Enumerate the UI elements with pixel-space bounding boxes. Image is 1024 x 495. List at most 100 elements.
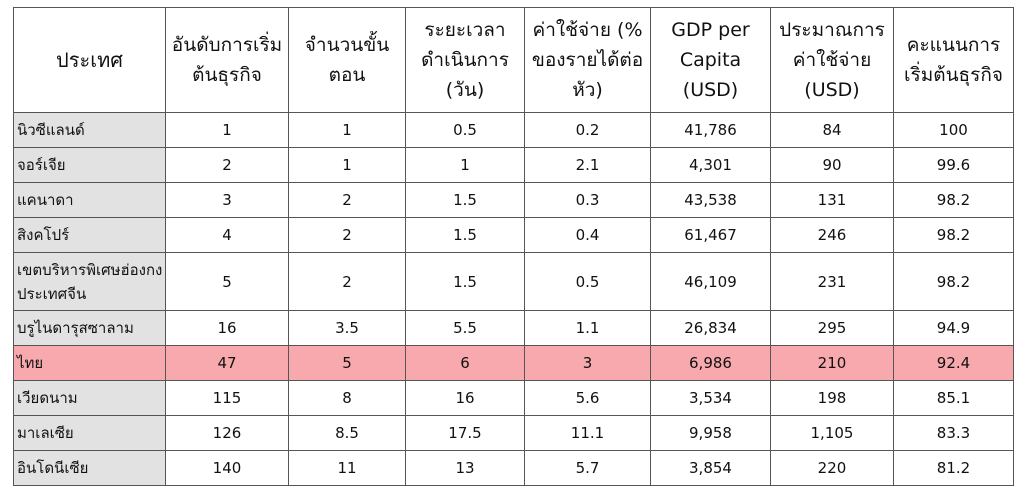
value-cell: 2 [288,182,406,218]
value-cell: 11.1 [524,415,651,451]
header-cell: ค่าใช้จ่าย (% ของรายได้ต่อหัว) [524,7,651,113]
table-row: เวียดนาม 115 8 16 5.6 3,534 198 85.1 [13,380,1014,416]
value-cell: 115 [165,380,289,416]
value-cell: 61,467 [650,217,771,253]
value-cell: 98.2 [893,252,1014,311]
value-cell: 5.5 [405,310,525,346]
value-cell: 98.2 [893,182,1014,218]
table-row: บรูไนดารุสซาลาม 16 3.5 5.5 1.1 26,834 295 94.9 [13,310,1014,346]
value-cell: 46,109 [650,252,771,311]
header-cell: GDP per Capita (USD) [650,7,771,113]
header-cell: คะแนนการเริ่มต้นธุรกิจ [893,7,1014,113]
value-cell: 3.5 [288,310,406,346]
table-row: สิงคโปร์ 4 2 1.5 0.4 61,467 246 98.2 [13,217,1014,253]
value-cell: 4,301 [650,147,771,183]
value-cell: 2.1 [524,147,651,183]
value-cell: 0.4 [524,217,651,253]
value-cell: 3,534 [650,380,771,416]
value-cell: 41,786 [650,112,771,148]
value-cell: 3 [165,182,289,218]
header-cell: ประเทศ [13,7,166,113]
country-cell: อินโดนีเซีย [13,450,166,486]
value-cell: 8 [288,380,406,416]
value-cell: 231 [770,252,894,311]
value-cell: 1,105 [770,415,894,451]
value-cell: 11 [288,450,406,486]
value-cell: 220 [770,450,894,486]
value-cell: 140 [165,450,289,486]
table-row: นิวซีแลนด์ 1 1 0.5 0.2 41,786 84 100 [13,112,1014,148]
value-cell: 16 [405,380,525,416]
value-cell: 5 [288,345,406,381]
value-cell: 4 [165,217,289,253]
value-cell: 246 [770,217,894,253]
value-cell: 1.5 [405,182,525,218]
country-cell: ไทย [13,345,166,381]
value-cell: 8.5 [288,415,406,451]
table-row: จอร์เจีย 2 1 1 2.1 4,301 90 99.6 [13,147,1014,183]
country-cell: มาเลเซีย [13,415,166,451]
value-cell: 0.3 [524,182,651,218]
value-cell: 100 [893,112,1014,148]
header-row: ประเทศ อันดับการเริ่มต้นธุรกิจ จำนวนขั้นตอ… [13,7,1014,113]
value-cell: 1 [165,112,289,148]
value-cell: 131 [770,182,894,218]
value-cell: 198 [770,380,894,416]
value-cell: 85.1 [893,380,1014,416]
header-cell: จำนวนขั้นตอน [288,7,406,113]
value-cell: 3,854 [650,450,771,486]
value-cell: 295 [770,310,894,346]
country-cell: เขตบริหารพิเศษฮ่องกง ประเทศจีน [13,252,166,311]
value-cell: 1.5 [405,217,525,253]
table-body: นิวซีแลนด์ 1 1 0.5 0.2 41,786 84 100 จอร์เจีย 2 1 1… [13,112,1014,486]
country-cell: จอร์เจีย [13,147,166,183]
value-cell: 5.6 [524,380,651,416]
value-cell: 2 [288,252,406,311]
table-row: เขตบริหารพิเศษฮ่องกง ประเทศจีน 5 2 1.5 0.5 46… [13,252,1014,311]
value-cell: 47 [165,345,289,381]
header-cell: ประมาณการค่าใช้จ่าย (USD) [770,7,894,113]
table-row: อินโดนีเซีย 140 11 13 5.7 3,854 220 81.2 [13,450,1014,486]
country-cell: นิวซีแลนด์ [13,112,166,148]
value-cell: 0.5 [524,252,651,311]
value-cell: 1.5 [405,252,525,311]
data-table: ประเทศ อันดับการเริ่มต้นธุรกิจ จำนวนขั้นตอ… [13,7,1014,486]
value-cell: 2 [165,147,289,183]
value-cell: 210 [770,345,894,381]
table-row: แคนาดา 3 2 1.5 0.3 43,538 131 98.2 [13,182,1014,218]
value-cell: 126 [165,415,289,451]
table-row: มาเลเซีย 126 8.5 17.5 11.1 9,958 1,105 83.3 [13,415,1014,451]
value-cell: 13 [405,450,525,486]
table-row: ไทย 47 5 6 3 6,986 210 92.4 [13,345,1014,381]
value-cell: 2 [288,217,406,253]
value-cell: 5.7 [524,450,651,486]
value-cell: 84 [770,112,894,148]
value-cell: 9,958 [650,415,771,451]
value-cell: 5 [165,252,289,311]
country-cell: เวียดนาม [13,380,166,416]
value-cell: 99.6 [893,147,1014,183]
value-cell: 81.2 [893,450,1014,486]
value-cell: 94.9 [893,310,1014,346]
value-cell: 6,986 [650,345,771,381]
value-cell: 17.5 [405,415,525,451]
value-cell: 6 [405,345,525,381]
value-cell: 0.2 [524,112,651,148]
country-cell: แคนาดา [13,182,166,218]
value-cell: 43,538 [650,182,771,218]
value-cell: 98.2 [893,217,1014,253]
value-cell: 90 [770,147,894,183]
header-cell: ระยะเวลาดำเนินการ (วัน) [405,7,525,113]
value-cell: 1.1 [524,310,651,346]
header-cell: อันดับการเริ่มต้นธุรกิจ [165,7,289,113]
value-cell: 26,834 [650,310,771,346]
value-cell: 1 [405,147,525,183]
value-cell: 16 [165,310,289,346]
value-cell: 83.3 [893,415,1014,451]
value-cell: 1 [288,112,406,148]
value-cell: 0.5 [405,112,525,148]
value-cell: 1 [288,147,406,183]
country-cell: บรูไนดารุสซาลาม [13,310,166,346]
value-cell: 3 [524,345,651,381]
